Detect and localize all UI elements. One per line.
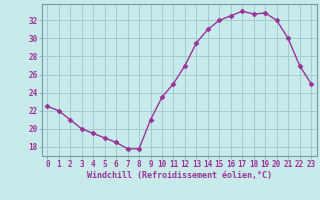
X-axis label: Windchill (Refroidissement éolien,°C): Windchill (Refroidissement éolien,°C) bbox=[87, 171, 272, 180]
